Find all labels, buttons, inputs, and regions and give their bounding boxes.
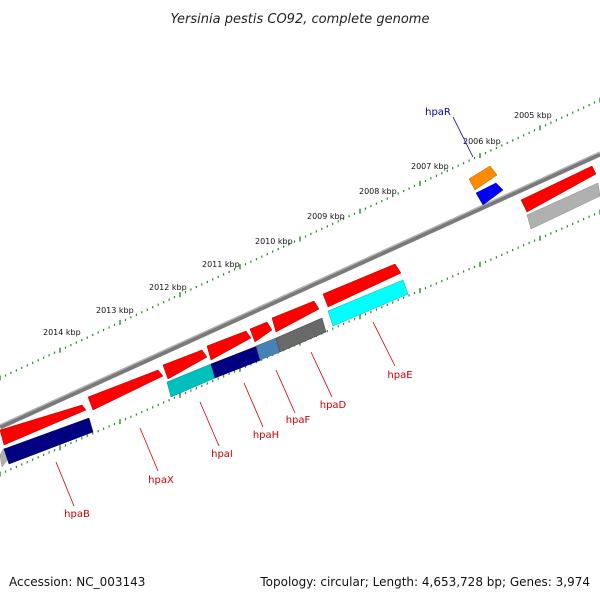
gene-label-hpaF[interactable]: hpaF — [286, 415, 311, 426]
gene-feature-reverse[interactable] — [327, 279, 409, 327]
callout-line — [139, 427, 159, 472]
scale-label: 2005 kbp — [514, 111, 552, 120]
gene-feature-reverse[interactable] — [210, 345, 262, 379]
gene-label-hpaI[interactable]: hpaI — [211, 449, 233, 460]
scale-label: 2014 kbp — [43, 328, 81, 337]
scale-label: 2011 kbp — [202, 260, 240, 269]
callout-line — [452, 116, 474, 158]
inner-scale-ticks — [0, 209, 600, 477]
scale-label: 2010 kbp — [255, 237, 293, 246]
genome-backbone-highlight — [0, 151, 600, 426]
gene-feature-forward[interactable] — [206, 330, 252, 361]
gene-feature-forward[interactable] — [520, 165, 597, 213]
callout-line — [55, 461, 75, 507]
gene-feature-reverse[interactable] — [3, 417, 94, 465]
gene-label-hpaR[interactable]: hpaR — [425, 107, 451, 118]
gene-feature-reverse[interactable] — [275, 317, 327, 353]
gene-feature-reverse[interactable] — [255, 337, 281, 361]
genome-summary: Topology: circular; Length: 4,653,728 bp… — [260, 575, 590, 589]
gene-feature-forward[interactable] — [87, 369, 164, 411]
gene-feature-forward[interactable] — [322, 263, 402, 308]
scale-label: 2008 kbp — [359, 187, 397, 196]
callout-line — [372, 321, 396, 367]
callout-line — [243, 382, 264, 428]
gene-feature-reverse[interactable] — [475, 182, 504, 206]
gene-feature-forward[interactable] — [249, 321, 273, 343]
accession-label: Accession: NC_003143 — [9, 575, 146, 589]
map-title: Yersinia pestis CO92, complete genome — [171, 12, 430, 27]
gene-callouts — [55, 116, 474, 507]
callout-line — [310, 351, 333, 398]
gene-feature-forward[interactable] — [0, 404, 87, 446]
callout-line — [275, 369, 296, 414]
outer-scale-ticks — [0, 97, 600, 381]
genome-backbone — [0, 151, 600, 430]
gene-feature-forward[interactable] — [162, 349, 208, 380]
callout-line — [199, 401, 220, 447]
scale-label: 2012 kbp — [149, 283, 187, 292]
scale-labels: 2005 kbp 2006 kbp 2007 kbp 2008 kbp 2009… — [43, 111, 552, 337]
gene-label-hpaH[interactable]: hpaH — [253, 430, 279, 441]
scale-label: 2007 kbp — [411, 162, 449, 171]
scale-label: 2013 kbp — [96, 306, 134, 315]
gene-label-hpaB[interactable]: hpaB — [64, 509, 90, 520]
gene-feature-forward[interactable] — [271, 300, 320, 333]
gene-feature-forward[interactable] — [468, 165, 498, 191]
gene-label-hpaE[interactable]: hpaE — [387, 370, 412, 381]
gene-label-hpaD[interactable]: hpaD — [320, 400, 347, 411]
gene-feature-reverse[interactable] — [526, 182, 600, 230]
gene-label-hpaX[interactable]: hpaX — [148, 475, 174, 486]
scale-label: 2009 kbp — [307, 212, 345, 221]
gene-labels: hpaR hpaE hpaD hpaF hpaH hpaI hpaX hpaB — [64, 107, 451, 520]
scale-label: 2006 kbp — [463, 137, 501, 146]
